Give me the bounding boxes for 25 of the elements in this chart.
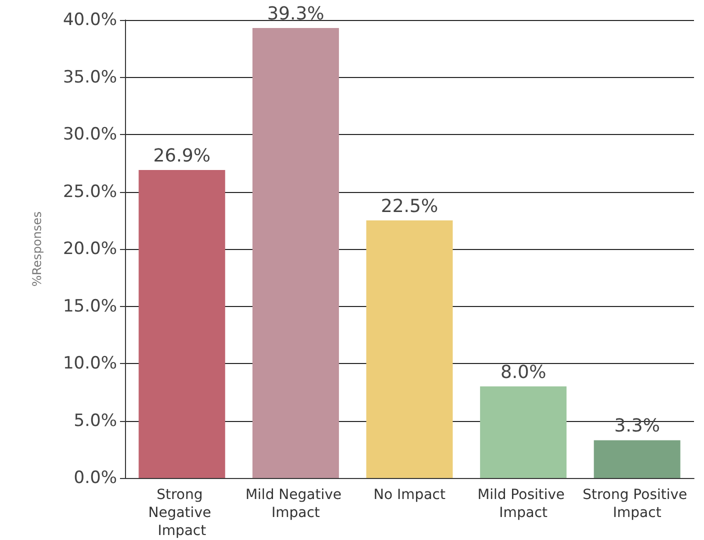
y-tick-label: 20.0% (62, 239, 117, 259)
y-tick-label: 0.0% (74, 468, 117, 488)
bar (366, 220, 453, 478)
x-tick-label: No Impact (374, 487, 446, 503)
x-tick-label: Strong Negative Impact (148, 487, 216, 539)
x-tick-label: Mild Positive Impact (477, 487, 570, 521)
y-tick-label: 40.0% (62, 10, 117, 30)
bar (138, 170, 226, 478)
y-tick-label: 10.0% (62, 354, 117, 374)
data-label: 22.5% (380, 196, 438, 217)
bar (252, 28, 339, 478)
data-label: 3.3% (614, 416, 660, 437)
data-label: 26.9% (153, 145, 210, 166)
bar (594, 440, 680, 478)
data-label: 39.3% (267, 4, 324, 25)
data-label: 8.0% (500, 362, 546, 383)
y-tick-label: 5.0% (74, 410, 117, 431)
bar (480, 386, 567, 478)
y-tick-label: 35.0% (62, 67, 117, 88)
y-tick-label: 15.0% (62, 296, 117, 316)
y-tick-label: 25.0% (62, 182, 117, 202)
x-tick-label: Strong Positive Impact (582, 487, 692, 521)
y-tick-label: 30.0% (62, 124, 117, 144)
y-axis-title: %Responses (30, 211, 44, 287)
x-tick-label: Mild Negative Impact (245, 487, 346, 521)
